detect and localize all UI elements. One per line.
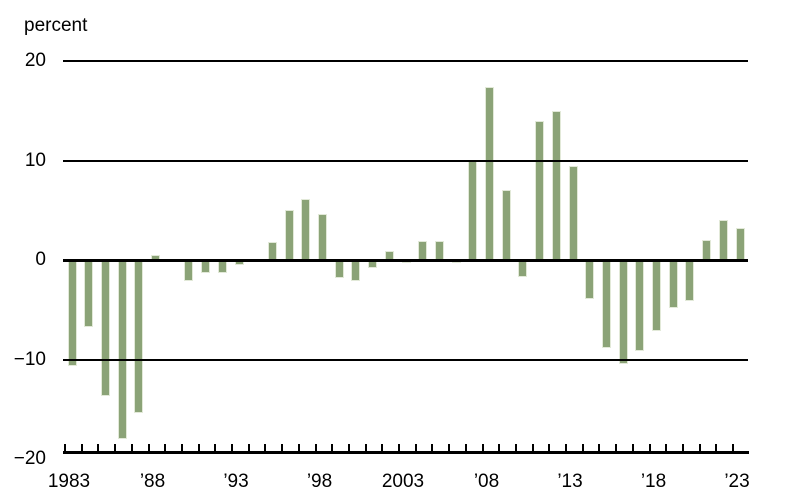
x-tick-2022 — [715, 444, 718, 451]
x-tick-2023 — [732, 444, 734, 451]
bar-2020 — [685, 260, 695, 301]
x-tick-1986 — [114, 444, 117, 451]
x-tick-2002 — [381, 444, 384, 451]
x-tick-2000 — [347, 444, 350, 451]
bar-2014 — [585, 260, 595, 299]
bar-2016 — [618, 260, 628, 365]
bar-1987 — [134, 260, 144, 414]
x-tick-1997 — [297, 444, 300, 451]
bar-2022 — [718, 220, 728, 260]
bar-2021 — [702, 240, 712, 260]
bar-1999 — [334, 260, 344, 278]
x-tick-label-2013: ’13 — [557, 471, 583, 492]
x-tick-1994 — [247, 444, 250, 451]
y-tick-label--10: −10 — [13, 348, 46, 370]
bar-2015 — [601, 260, 611, 348]
bar-2023 — [735, 228, 745, 260]
x-tick-2015 — [598, 444, 601, 451]
bar-1998 — [318, 214, 327, 260]
x-tick-2014 — [581, 444, 584, 451]
x-axis-line — [63, 451, 749, 454]
bar-1986 — [117, 260, 127, 440]
y-axis-unit-label: percent — [24, 15, 88, 36]
x-tick-1987 — [130, 444, 133, 451]
x-tick-label-1988: ’88 — [139, 471, 166, 492]
gridline-20 — [63, 60, 748, 62]
x-tick-1996 — [281, 444, 284, 451]
bar-2004 — [418, 241, 428, 260]
x-tick-2007 — [464, 444, 467, 451]
x-tick-2018 — [648, 444, 651, 451]
bar-2012 — [551, 110, 561, 260]
x-tick-2009 — [498, 444, 501, 451]
x-tick-2005 — [431, 444, 434, 451]
y-tick-label-20: 20 — [24, 50, 46, 71]
x-tick-2006 — [448, 444, 451, 451]
x-tick-2016 — [615, 444, 618, 451]
x-tick-label-2008: ’08 — [473, 471, 500, 492]
x-tick-2017 — [631, 444, 634, 451]
y-tick-label-0: 0 — [35, 249, 46, 270]
x-tick-2010 — [514, 444, 517, 451]
x-tick-1989 — [164, 444, 167, 451]
bar-1985 — [100, 260, 110, 397]
x-tick-2004 — [414, 444, 417, 451]
x-tick-1984 — [80, 444, 83, 451]
x-tick-1995 — [264, 444, 267, 451]
bar-2010 — [518, 260, 528, 277]
bar-1984 — [84, 260, 94, 327]
y-tick-label-10: 10 — [24, 149, 46, 171]
x-tick-1985 — [97, 444, 100, 451]
bar-2017 — [635, 260, 645, 351]
x-tick-1990 — [180, 444, 183, 451]
x-tick-1992 — [214, 444, 217, 451]
x-tick-1999 — [331, 444, 334, 451]
bar-2005 — [434, 241, 444, 260]
x-tick-2021 — [698, 444, 701, 451]
x-tick-2012 — [548, 444, 551, 451]
x-tick-label-1983: 1983 — [47, 471, 91, 492]
bar-1997 — [301, 199, 311, 260]
bar-2019 — [668, 260, 678, 308]
bar-2013 — [568, 166, 578, 260]
gridline-10 — [63, 159, 748, 162]
bar-2018 — [652, 260, 661, 331]
bar-1996 — [284, 210, 294, 260]
x-tick-1998 — [314, 444, 317, 451]
bar-1995 — [267, 242, 277, 260]
x-tick-2020 — [681, 444, 684, 451]
gridline-0 — [63, 258, 748, 262]
bar-2000 — [351, 260, 361, 281]
x-tick-label-2003: 2003 — [381, 471, 425, 492]
x-tick-2001 — [364, 444, 367, 451]
x-tick-2011 — [531, 444, 534, 451]
bar-2011 — [535, 120, 545, 260]
bar-2007 — [468, 160, 478, 260]
x-tick-label-2023: ’23 — [724, 471, 750, 492]
x-tick-1991 — [197, 444, 200, 451]
x-tick-1993 — [231, 444, 233, 451]
gridline--10 — [63, 358, 748, 361]
x-tick-label-1993: ’93 — [223, 471, 249, 492]
bar-2009 — [501, 190, 511, 260]
bar-1983 — [67, 260, 77, 367]
x-tick-1983 — [64, 444, 66, 451]
x-tick-label-2018: ’18 — [640, 471, 667, 492]
bar-2008 — [485, 86, 494, 260]
bar-1991 — [201, 260, 211, 273]
x-tick-2008 — [481, 444, 484, 451]
bar-1992 — [217, 260, 227, 273]
x-tick-2013 — [565, 444, 567, 451]
x-tick-1988 — [147, 444, 150, 451]
x-tick-2019 — [665, 444, 668, 451]
x-tick-2003 — [398, 444, 400, 451]
y-tick-label--20: −20 — [13, 448, 46, 469]
x-tick-label-1998: ’98 — [306, 471, 333, 492]
bar-1990 — [184, 260, 194, 281]
